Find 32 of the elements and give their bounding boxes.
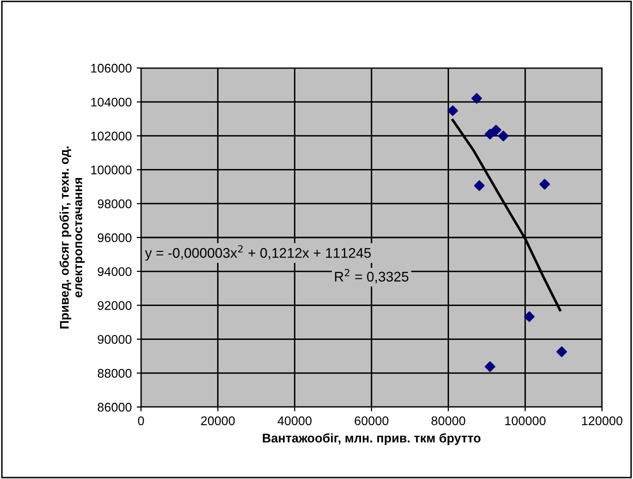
point [498,130,509,142]
y-tick-label: 98000 [98,199,132,208]
point [474,180,485,191]
annotation: y = -0,000003x$^{2}$ + 0,1212x + 111245 [145,245,371,261]
x-axis-title: Вантажообіг, млн. прив. ткм брутто [262,433,480,445]
y-tick-label: 92000 [98,301,132,310]
y-axis-title: Привед. обсяг робіт, техн. од. електропостачання [59,146,85,328]
y-tick-label: 104000 [91,98,132,107]
y-tick-label: 94000 [98,267,132,276]
point [539,178,550,190]
point [447,105,458,116]
point [484,128,496,140]
y-tick-label: 100000 [91,166,132,174]
y-tick-label: 86000 [98,402,132,412]
y-tick-label: 106000 [91,64,132,73]
point [471,93,482,104]
y-tick-label: 88000 [98,368,132,378]
x-tick-label: 120000 [582,416,622,426]
x-tick-label: 60000 [354,416,388,426]
x-tick-label: 0 [138,416,144,426]
x-tick-label: 100000 [505,416,546,426]
point [490,124,502,136]
y-tick-label: 102000 [91,132,132,140]
point [556,346,568,358]
point [524,311,535,322]
x-tick-label: 80000 [432,416,466,426]
x-tick-label: 40000 [278,416,312,426]
x-tick-label: 20000 [201,416,235,426]
y-tick-label: 96000 [98,233,132,242]
annotation: R$^{2}$ = 0,3325 [335,268,408,284]
point [484,361,496,372]
y-tick-label: 90000 [98,335,132,344]
